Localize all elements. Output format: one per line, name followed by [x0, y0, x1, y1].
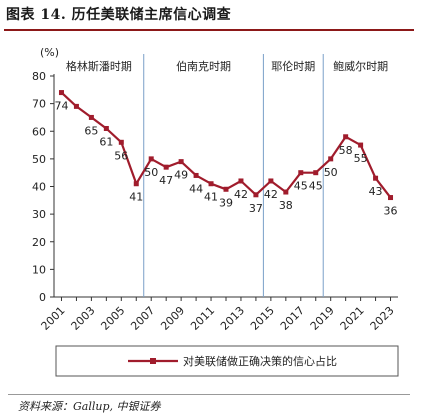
y-tick-label: 10: [32, 263, 46, 276]
y-tick-label: 80: [32, 70, 46, 83]
data-point: [373, 175, 379, 181]
data-label: 61: [99, 135, 113, 148]
title-rule: [4, 29, 414, 31]
y-tick-label: 0: [39, 291, 46, 304]
data-point: [283, 189, 289, 195]
y-tick-label: 50: [32, 153, 46, 166]
data-point: [358, 142, 364, 148]
x-tick-label: 2019: [308, 304, 337, 333]
data-point: [193, 172, 199, 178]
y-tick-label: 30: [32, 208, 46, 221]
data-point: [253, 192, 259, 198]
data-label: 50: [144, 166, 158, 179]
x-tick-label: 2023: [368, 304, 397, 333]
data-label: 47: [159, 174, 173, 187]
data-label: 37: [249, 202, 263, 215]
x-tick-label: 2001: [39, 304, 68, 333]
era-label: 耶伦时期: [271, 59, 315, 73]
data-point: [313, 170, 319, 176]
data-point: [178, 159, 184, 165]
data-label: 45: [309, 180, 323, 193]
source-rule: [8, 394, 410, 395]
data-label: 55: [354, 152, 368, 165]
y-tick-label: 60: [32, 125, 46, 138]
legend-swatch-marker: [150, 358, 156, 364]
data-label: 56: [114, 149, 128, 162]
data-label: 44: [189, 182, 203, 195]
era-label: 格林斯潘时期: [66, 59, 132, 73]
data-label: 36: [384, 205, 398, 218]
x-tick-label: 2011: [188, 304, 217, 333]
x-tick-label: 2013: [218, 304, 247, 333]
x-tick-label: 2003: [69, 304, 98, 333]
data-label: 50: [324, 166, 338, 179]
data-point: [163, 164, 169, 170]
x-tick-label: 2009: [158, 304, 187, 333]
data-point: [223, 186, 229, 192]
data-point: [328, 156, 334, 162]
legend-box: [55, 345, 399, 377]
data-point: [118, 139, 124, 145]
x-tick-label: 2021: [338, 304, 367, 333]
data-point: [73, 103, 79, 109]
data-label: 43: [369, 185, 383, 198]
data-label: 38: [279, 199, 293, 212]
data-label: 45: [294, 180, 308, 193]
data-point: [238, 178, 244, 184]
data-point: [298, 170, 304, 176]
data-point: [388, 195, 394, 201]
data-point: [103, 125, 109, 131]
legend-label: 对美联储做正确决策的信心占比: [183, 354, 337, 368]
data-label: 41: [204, 191, 218, 204]
era-label: 伯南克时期: [176, 59, 231, 73]
x-tick-label: 2015: [248, 304, 277, 333]
y-unit-label: (%): [40, 46, 59, 59]
data-point: [58, 90, 64, 96]
data-label: 41: [129, 191, 143, 204]
data-label: 42: [234, 188, 248, 201]
data-label: 58: [339, 144, 353, 157]
source-note: 资料来源：Gallup, 中银证券: [18, 400, 161, 413]
data-label: 39: [219, 196, 233, 209]
data-point: [343, 134, 349, 140]
data-label: 49: [174, 169, 188, 182]
data-point: [208, 181, 214, 187]
data-point: [133, 181, 139, 187]
x-tick-label: 2007: [128, 304, 157, 333]
data-label: 74: [54, 100, 68, 113]
data-point: [88, 114, 94, 120]
figure-title: 图表 14. 历任美联储主席信心调查: [6, 7, 232, 23]
data-point: [148, 156, 154, 162]
data-label: 42: [264, 188, 278, 201]
data-label: 65: [84, 124, 98, 137]
data-point: [268, 178, 274, 184]
x-tick-label: 2017: [278, 304, 307, 333]
y-tick-label: 40: [32, 181, 46, 194]
x-tick-label: 2005: [98, 304, 127, 333]
era-label: 鲍威尔时期: [333, 59, 388, 73]
y-tick-label: 70: [32, 98, 46, 111]
y-tick-label: 20: [32, 236, 46, 249]
